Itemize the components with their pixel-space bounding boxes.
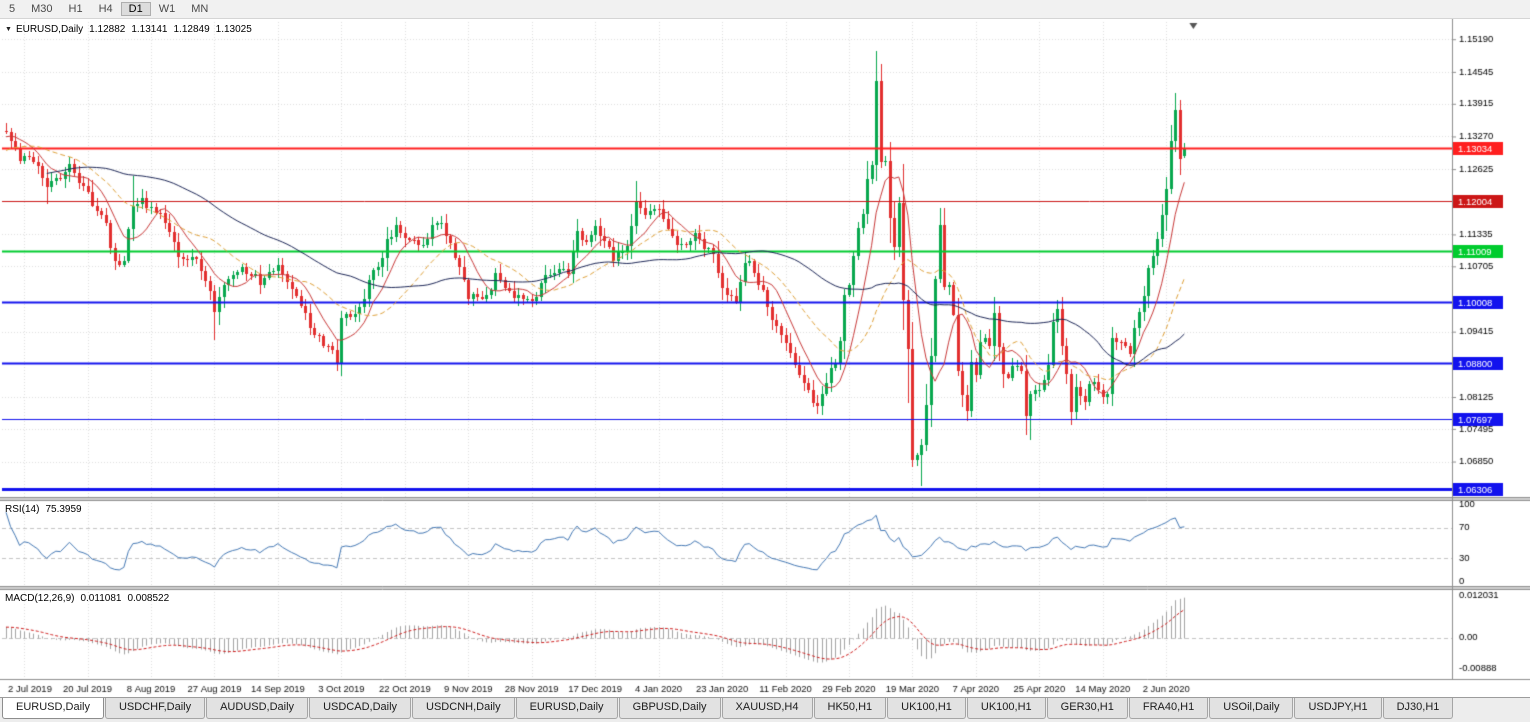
chart-tab-audusd-daily-2[interactable]: AUDUSD,Daily [206, 698, 309, 719]
timeframe-button-w1[interactable]: W1 [158, 3, 176, 15]
chart-window: ▼ EURUSD,Daily 1.12882 1.13141 1.12849 1.1302… [0, 19, 1530, 697]
chart-tab-eurusd-daily-5[interactable]: EURUSD,Daily [515, 698, 618, 719]
symbol-dropdown-icon[interactable]: ▼ [5, 26, 12, 33]
chart-tab-fra40-h1-12[interactable]: FRA40,H1 [1128, 698, 1209, 719]
chart-tab-xauusd-h4-7[interactable]: XAUUSD,H4 [721, 698, 813, 719]
chart-tab-usoil-daily-13[interactable]: USOil,Daily [1209, 698, 1294, 719]
chart-tab-usdjpy-h1-14[interactable]: USDJPY,H1 [1294, 698, 1382, 719]
timeframe-toolbar: 5 M30 H1 H4 D1 W1 MN [0, 0, 1530, 19]
chart-tab-uk100-h1-9[interactable]: UK100,H1 [887, 698, 966, 719]
chart-tab-uk100-h1-10[interactable]: UK100,H1 [966, 698, 1046, 719]
timeframe-button-h1[interactable]: H1 [68, 3, 83, 15]
timeframe-button-h4[interactable]: H4 [98, 3, 113, 15]
chart-tab-eurusd-daily-0[interactable]: EURUSD,Daily [2, 698, 104, 719]
timeframe-button-5[interactable]: 5 [9, 3, 16, 15]
timeframe-button-d1[interactable]: D1 [120, 2, 151, 16]
chart-tab-usdcnh-daily-4[interactable]: USDCNH,Daily [412, 698, 515, 719]
chart-tab-dj30-h1-15[interactable]: DJ30,H1 [1382, 698, 1454, 719]
chart-tab-hk50-h1-8[interactable]: HK50,H1 [813, 698, 887, 719]
chart-tab-usdcad-daily-3[interactable]: USDCAD,Daily [309, 698, 412, 719]
chart-tab-ger30-h1-11[interactable]: GER30,H1 [1046, 698, 1128, 719]
timeframe-button-mn[interactable]: MN [191, 3, 209, 15]
chart-canvas[interactable] [0, 19, 1530, 697]
chart-tab-usdchf-daily-1[interactable]: USDCHF,Daily [104, 698, 206, 719]
timeframe-button-m30[interactable]: M30 [31, 3, 53, 15]
chart-tab-gbpusd-daily-6[interactable]: GBPUSD,Daily [618, 698, 721, 719]
chart-tabs-bar: EURUSD,Daily USDCHF,Daily AUDUSD,Daily USDC… [0, 697, 1530, 722]
